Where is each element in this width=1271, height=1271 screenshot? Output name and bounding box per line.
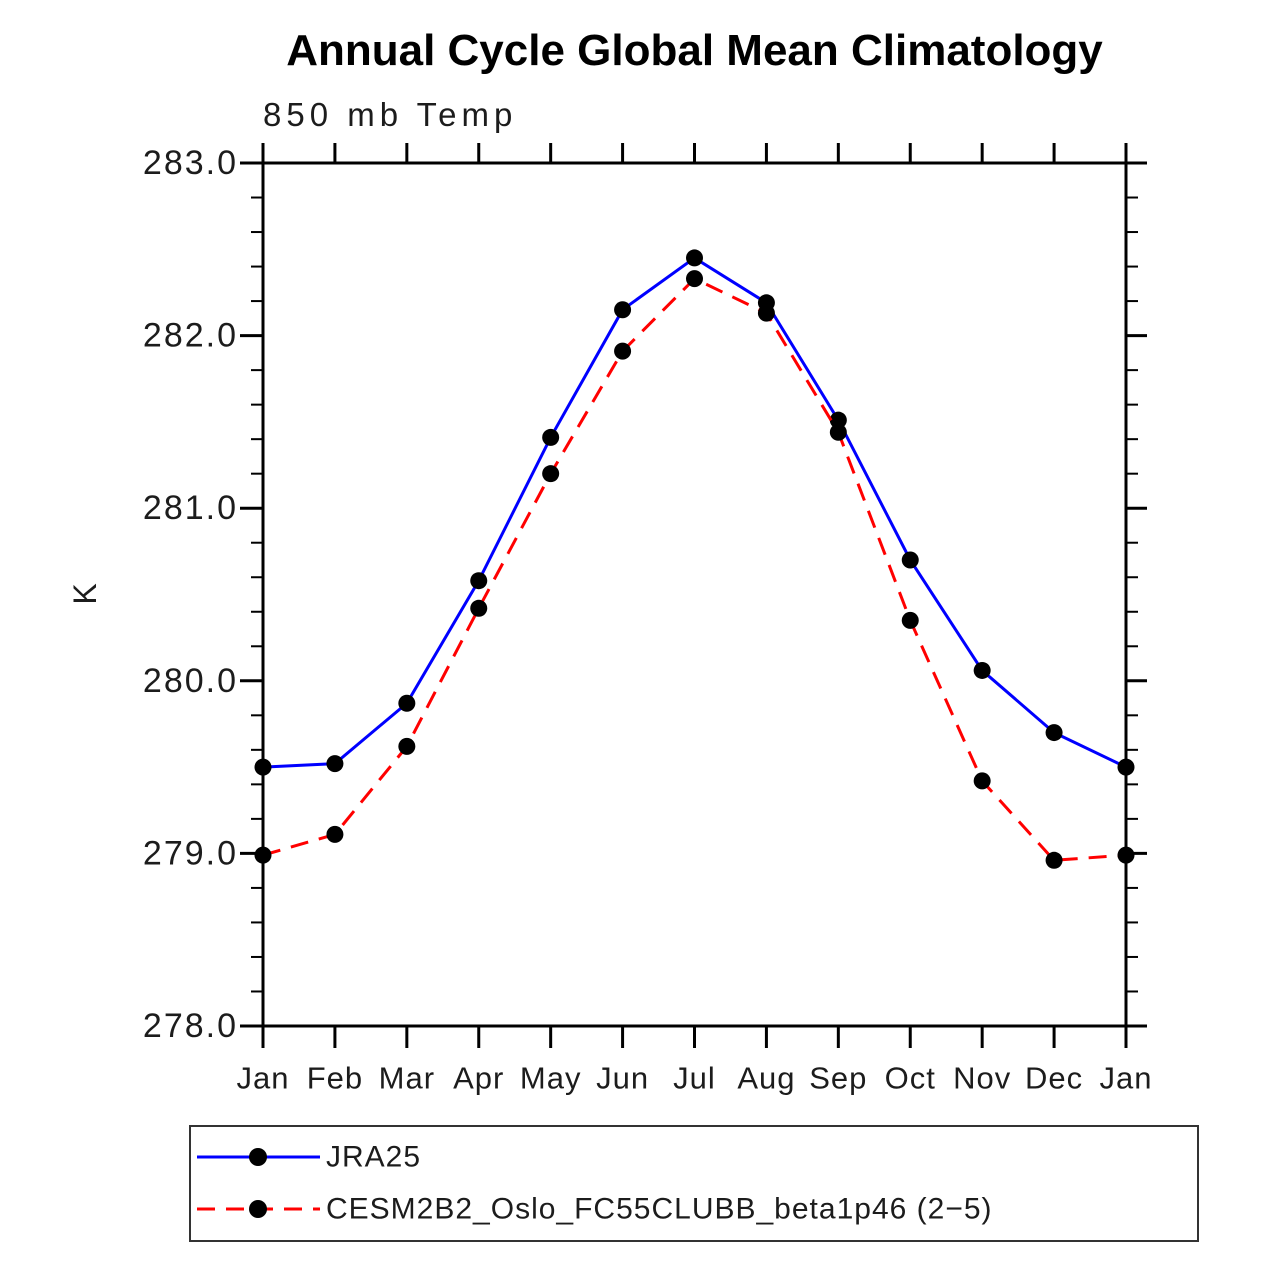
data-point-marker bbox=[1117, 846, 1135, 864]
legend-marker bbox=[249, 1200, 267, 1218]
y-tick-label: 283.0 bbox=[143, 144, 238, 182]
legend-label: CESM2B2_Oslo_FC55CLUBB_beta1p46 (2−5) bbox=[326, 1193, 993, 1226]
x-tick-label: Sep bbox=[809, 1061, 867, 1096]
legend-box bbox=[189, 1125, 1199, 1242]
axis-labels: 283.0 282.0 281.0 280.0 279.0 278.0 Jan Feb Mar A… bbox=[67, 144, 1153, 1096]
series-1 bbox=[254, 249, 1135, 776]
y-tick-label: 280.0 bbox=[143, 662, 238, 700]
x-tick-label: Dec bbox=[1025, 1061, 1083, 1096]
data-point-marker bbox=[1117, 758, 1135, 776]
data-point-marker bbox=[470, 599, 488, 617]
series-2 bbox=[254, 270, 1135, 869]
data-point-marker bbox=[686, 249, 703, 267]
x-tick-label: Feb bbox=[307, 1061, 363, 1096]
series-line bbox=[262, 276, 1127, 862]
data-point-marker bbox=[254, 758, 272, 776]
x-tick-label: Jan bbox=[237, 1061, 290, 1096]
y-tick-label: 282.0 bbox=[143, 317, 238, 355]
data-point-marker bbox=[254, 846, 272, 864]
data-point-marker bbox=[542, 428, 560, 446]
data-point-marker bbox=[614, 342, 632, 360]
legend: JRA25 CESM2B2_Oslo_FC55CLUBB_beta1p46 (2−… bbox=[189, 1125, 1199, 1242]
x-tick-label: Jun bbox=[596, 1061, 649, 1096]
legend-marker bbox=[249, 1148, 267, 1166]
chart-title: Annual Cycle Global Mean Climatology bbox=[286, 26, 1103, 75]
x-tick-label: May bbox=[520, 1061, 582, 1096]
data-point-marker bbox=[614, 301, 632, 319]
x-tick-label: Apr bbox=[453, 1061, 504, 1096]
data-point-marker bbox=[1045, 851, 1063, 869]
x-tick-label: Mar bbox=[379, 1061, 435, 1096]
plot-frame bbox=[261, 161, 1128, 1028]
y-tick-label: 281.0 bbox=[143, 489, 238, 527]
data-point-marker bbox=[1045, 724, 1063, 742]
data-point-marker bbox=[829, 411, 847, 429]
y-tick-label: 279.0 bbox=[143, 834, 238, 872]
data-point-marker bbox=[757, 304, 775, 322]
data-point-marker bbox=[398, 694, 416, 712]
chart-subtitle: 850 mb Temp bbox=[263, 96, 518, 133]
data-point-marker bbox=[973, 772, 991, 790]
data-point-marker bbox=[542, 465, 560, 483]
data-point-marker bbox=[901, 551, 919, 569]
data-point-marker bbox=[470, 572, 488, 590]
data-point-marker bbox=[829, 423, 847, 441]
y-axis-title: K bbox=[67, 583, 103, 604]
data-point-marker bbox=[973, 661, 991, 679]
y-tick-label: 278.0 bbox=[143, 1007, 238, 1045]
axes bbox=[240, 143, 1147, 1048]
data-point-marker bbox=[326, 825, 344, 843]
x-tick-label: Jul bbox=[673, 1061, 716, 1096]
legend-label: JRA25 bbox=[326, 1141, 421, 1174]
series-line bbox=[262, 256, 1127, 769]
data-point-marker bbox=[326, 755, 344, 773]
x-tick-label: Nov bbox=[953, 1061, 1011, 1096]
data-point-marker bbox=[686, 270, 703, 288]
x-tick-label: Aug bbox=[737, 1061, 795, 1096]
data-point-marker bbox=[901, 611, 919, 629]
x-tick-label: Oct bbox=[885, 1061, 936, 1096]
x-tick-label: Jan bbox=[1100, 1061, 1153, 1096]
data-point-marker bbox=[398, 737, 416, 755]
